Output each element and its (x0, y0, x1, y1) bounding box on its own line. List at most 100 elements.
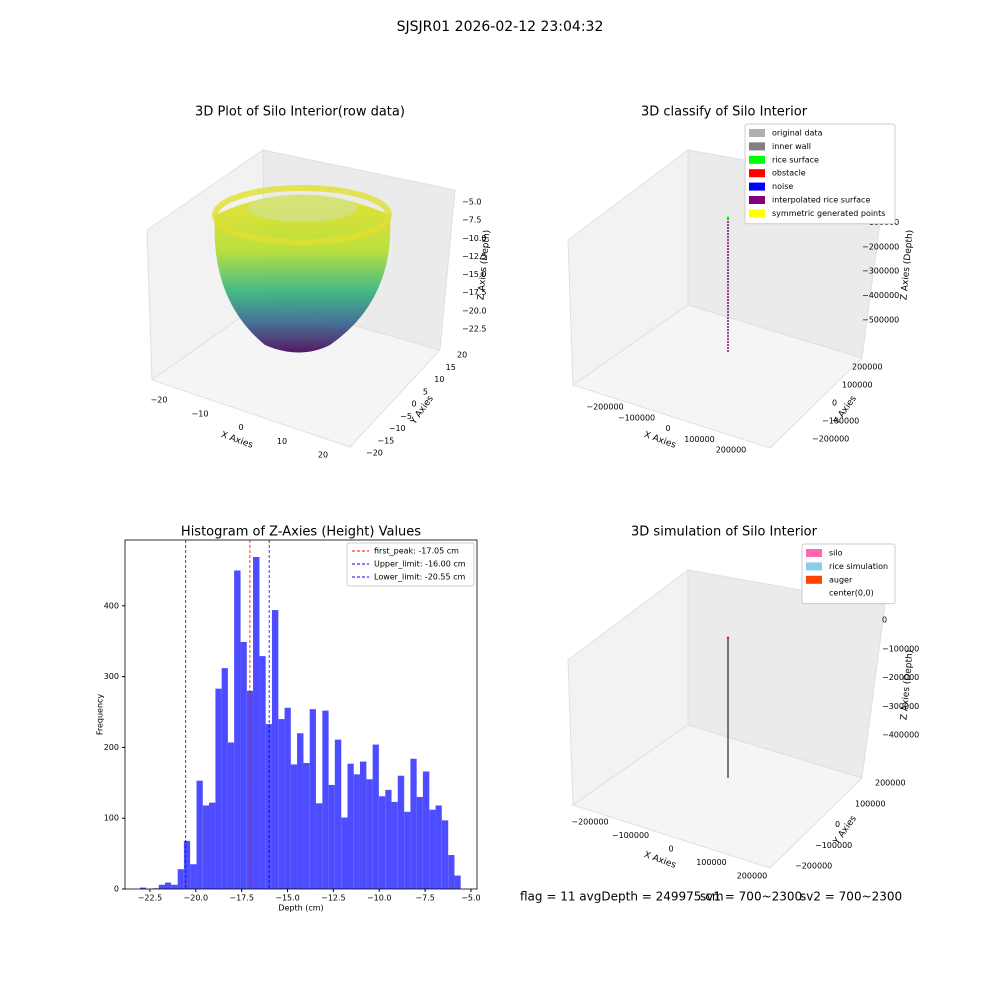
bar (190, 864, 197, 889)
bar (435, 805, 442, 889)
bar (227, 742, 235, 889)
axes-frame (124, 539, 478, 890)
bar (202, 805, 210, 889)
x-tick-label: 0 (238, 423, 243, 432)
panel-title: 3D simulation of Silo Interior (631, 525, 818, 540)
legend-label: Lower_limit: -20.55 cm (374, 573, 466, 582)
y-tick-label: 10 (434, 375, 444, 384)
y-tick-label: −200000 (795, 862, 832, 871)
y-tick-label: −200000 (812, 435, 849, 444)
legend-box (801, 543, 896, 605)
bar (309, 709, 316, 889)
z-tick-label: 0 (882, 616, 887, 625)
x-tick-label: −20 (151, 396, 168, 405)
y-tick-label: −20 (366, 449, 383, 458)
annotation: sv2 = 700~2300 (800, 890, 902, 904)
legend-swatch (806, 549, 822, 557)
y-tick-label: −5 (400, 412, 412, 421)
x-tick-label: −15.0 (275, 894, 300, 903)
legend-label: noise (772, 182, 793, 191)
z-tick-label: −22.5 (462, 325, 487, 334)
legend-label: original data (772, 129, 823, 138)
legend-label: first_peak: -17.05 cm (374, 547, 459, 556)
legend-box (346, 542, 475, 587)
y-tick-label: 100000 (842, 381, 873, 390)
legend-swatch (806, 575, 822, 584)
x-tick-label: 200000 (737, 872, 768, 881)
x-tick-label: −200000 (571, 818, 608, 827)
legend-label: Upper_limit: -16.00 cm (374, 560, 466, 569)
y-tick-label: −100000 (822, 417, 859, 426)
x-tick-label: −200000 (586, 403, 623, 412)
x-tick-label: 0 (668, 845, 673, 854)
bar (253, 556, 260, 889)
legend-swatch (749, 182, 765, 191)
annotation: sv1 = 700~2300 (700, 890, 802, 904)
legend-swatch (749, 142, 765, 151)
z-tick-label: −200000 (862, 242, 899, 251)
legend-box (744, 123, 896, 225)
bar (359, 761, 367, 889)
z-tick-label: −500000 (862, 316, 899, 325)
panel-title: 3D classify of Silo Interior (641, 105, 808, 120)
x-tick-label: 100000 (684, 435, 715, 444)
z-tick-label: −5.0 (462, 198, 481, 207)
x-tick-label: −17.5 (229, 894, 254, 903)
y-tick-label: 5 (423, 387, 428, 396)
x-axis-label: X Axies (642, 430, 677, 451)
bar (397, 775, 405, 889)
y-tick-label: −15 (377, 436, 394, 445)
x-axis-label: Depth (cm) (278, 904, 323, 913)
bar (284, 707, 291, 889)
bar (385, 789, 392, 889)
legend-label: auger (829, 575, 853, 584)
bar (341, 817, 348, 889)
y-tick-label: 15 (446, 363, 456, 372)
bar (171, 884, 178, 889)
x-tick-label: −20.0 (184, 894, 209, 903)
x-tick-label: 100000 (696, 858, 727, 867)
z-axis-label: Z Axies (Depth) (899, 229, 915, 300)
legend-swatch (749, 209, 765, 218)
x-axis-label: X Axies (219, 430, 254, 451)
x-tick-label: −10 (192, 409, 209, 418)
x-tick-label: 200000 (716, 446, 747, 455)
legend-swatch (749, 155, 765, 164)
bar (315, 803, 323, 889)
bar (404, 811, 411, 889)
bar (271, 610, 279, 889)
bar (196, 780, 203, 889)
bar (347, 763, 354, 889)
bar (334, 739, 342, 889)
x-tick-label: −12.5 (321, 894, 346, 903)
bar (183, 840, 191, 889)
x-tick-label: 20 (318, 451, 328, 460)
y-tick-label: 400 (104, 601, 119, 610)
legend-swatch (806, 589, 822, 598)
y-tick-label: −100000 (815, 841, 852, 850)
legend-swatch (806, 562, 822, 571)
x-tick-label: −10.0 (367, 894, 392, 903)
y-tick-label: −10 (389, 424, 406, 433)
z-tick-label: −200000 (882, 673, 919, 682)
panes-1 (146, 149, 456, 448)
bar (328, 784, 335, 889)
y-tick-label: 0 (835, 820, 840, 829)
bar (429, 809, 436, 889)
bar (278, 719, 285, 889)
z-tick-label: −300000 (862, 267, 899, 276)
bar (290, 764, 298, 889)
z-tick-label: −10.0 (462, 234, 487, 243)
bar (177, 869, 184, 889)
y-tick-label: 0 (114, 885, 119, 894)
z-tick-label: −12.5 (462, 252, 487, 261)
legend-label: interpolated rice surface (772, 196, 870, 205)
bar (234, 570, 241, 889)
legend-label: obstacle (772, 169, 806, 178)
z-tick-label: −400000 (862, 291, 899, 300)
z-tick-label: −400000 (882, 731, 919, 740)
x-tick-label: 0 (665, 424, 670, 433)
bar (240, 641, 247, 889)
legend-swatch (749, 196, 765, 204)
